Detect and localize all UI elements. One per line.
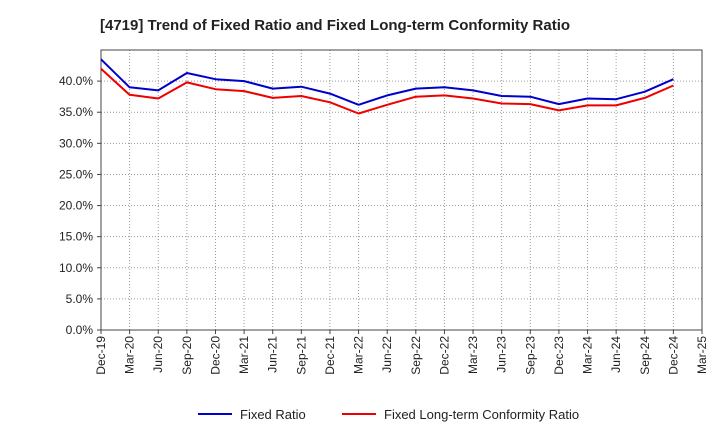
x-axis: Dec-19 Mar-20 Jun-20 Sep-20 Dec-20 Mar-21 Jun-… — [94, 330, 709, 375]
x-tick-label: Dec-21 — [323, 336, 337, 375]
y-axis: 0.0% 5.0% 10.0% 15.0% 20.0% 25.0% 30.0% 35.0% 40… — [59, 74, 101, 337]
x-tick-label: Mar-20 — [123, 336, 137, 374]
plot-area — [100, 49, 703, 331]
x-tick-label: Mar-23 — [466, 336, 480, 374]
series-lines — [100, 58, 674, 115]
x-tick-label: Dec-24 — [666, 336, 680, 375]
x-tick-label: Sep-23 — [523, 336, 537, 375]
x-tick-label: Sep-22 — [409, 336, 423, 375]
x-tick-label: Mar-22 — [352, 336, 366, 374]
y-tick-label: 40.0% — [59, 74, 93, 88]
y-tick-label: 5.0% — [66, 292, 94, 306]
x-tick-label: Sep-20 — [180, 336, 194, 375]
x-tick-label: Jun-23 — [495, 336, 509, 373]
series-line-fixed-long-term-conformity-ratio — [100, 67, 674, 115]
y-tick-label: 20.0% — [59, 199, 93, 213]
legend-label-fixed-ratio: Fixed Ratio — [240, 407, 306, 422]
x-tick-label: Jun-24 — [609, 336, 623, 373]
x-tick-label: Sep-21 — [294, 336, 308, 375]
chart-title: [4719] Trend of Fixed Ratio and Fixed Lo… — [100, 17, 570, 34]
y-tick-label: 10.0% — [59, 261, 93, 275]
legend: Fixed Ratio Fixed Long-term Conformity R… — [198, 407, 579, 422]
x-tick-label: Mar-25 — [695, 336, 709, 374]
y-tick-label: 15.0% — [59, 230, 93, 244]
y-tick-label: 25.0% — [59, 167, 93, 181]
x-tick-label: Mar-21 — [237, 336, 251, 374]
x-tick-label: Sep-24 — [638, 336, 652, 375]
x-tick-label: Dec-23 — [552, 336, 566, 375]
x-tick-label: Mar-24 — [581, 336, 595, 374]
x-tick-label: Jun-20 — [151, 336, 165, 373]
y-tick-label: 35.0% — [59, 105, 93, 119]
x-tick-label: Dec-20 — [208, 336, 222, 375]
x-tick-label: Jun-22 — [380, 336, 394, 373]
y-tick-label: 0.0% — [66, 323, 94, 337]
x-tick-label: Jun-21 — [266, 336, 280, 373]
x-tick-label: Dec-19 — [94, 336, 108, 375]
x-tick-label: Dec-22 — [437, 336, 451, 375]
legend-label-fixed-long-term-conformity-ratio: Fixed Long-term Conformity Ratio — [384, 407, 579, 422]
y-tick-label: 30.0% — [59, 136, 93, 150]
